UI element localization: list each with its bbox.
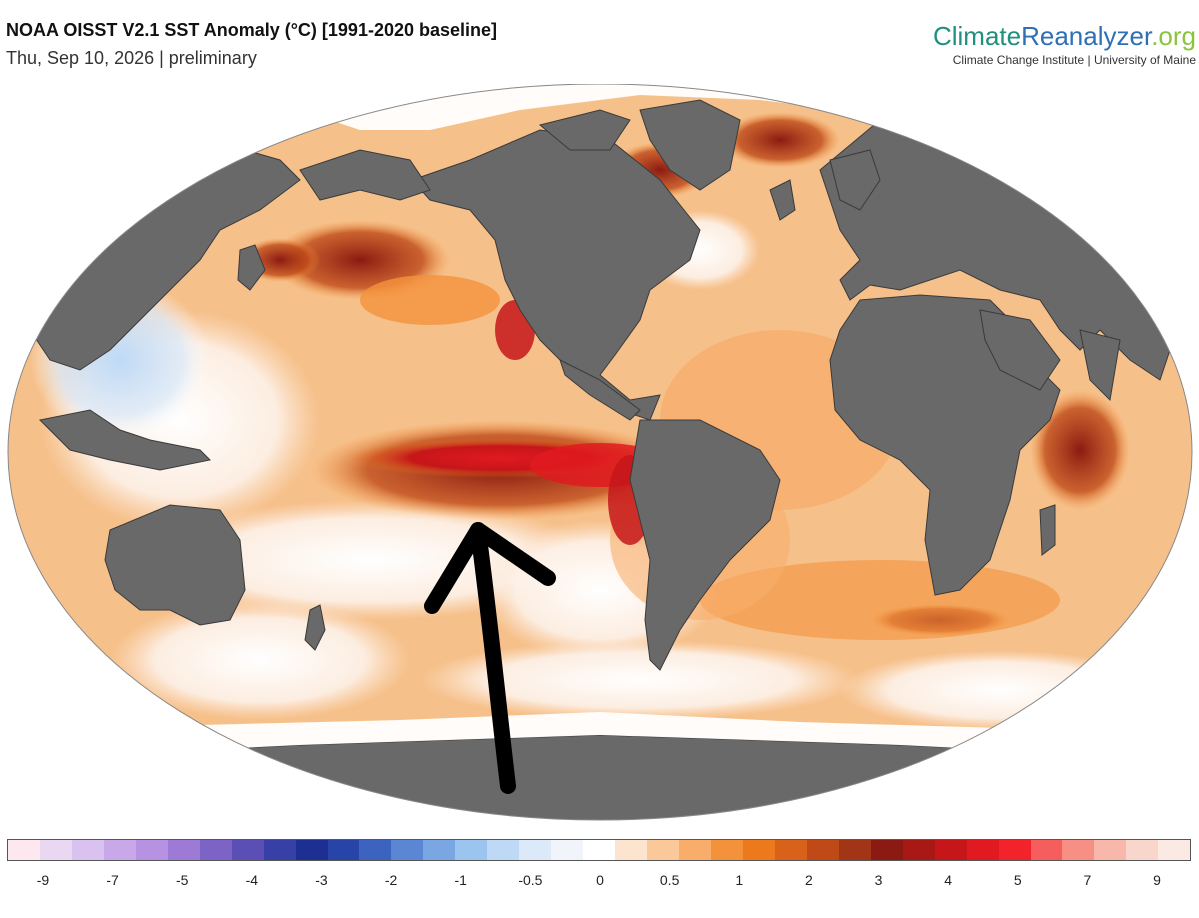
colorbar-swatch — [742, 840, 775, 860]
colorbar-swatch — [327, 840, 360, 860]
colorbar-swatch — [199, 840, 232, 860]
land-greenland — [639, 99, 741, 191]
land-india — [1079, 329, 1121, 402]
colorbar-tick-label: 4 — [944, 872, 953, 888]
colorbar-swatch — [423, 840, 456, 860]
colorbar-tick-label: -5 — [176, 872, 189, 888]
colorbar-swatch — [806, 840, 839, 860]
colorbar-tick-label: 0.5 — [659, 872, 680, 888]
colorbar-swatch — [455, 840, 488, 860]
colorbar-swatch — [103, 840, 136, 860]
colorbar-ticks: -9 -7 -5 -4 -3 -2 -1 -0.5 0 0.5 1 2 3 4 5 7 9 — [0, 872, 1199, 892]
sst-anomaly-map — [7, 84, 1193, 821]
land-south-america — [629, 419, 781, 671]
colorbar-tick-label: -1 — [454, 872, 467, 888]
colorbar-swatch — [487, 840, 520, 860]
colorbar-swatch — [774, 840, 807, 860]
colorbar-swatch — [1030, 840, 1063, 860]
land-new-zealand — [304, 604, 326, 651]
colorbar-swatch — [647, 840, 680, 860]
land-japan — [237, 244, 266, 291]
colorbar-tick-label: 9 — [1153, 872, 1161, 888]
land-arabia — [979, 309, 1061, 391]
colorbar-tick-label: -7 — [106, 872, 119, 888]
colorbar-swatch — [1094, 840, 1127, 860]
colorbar-tick-label: -2 — [384, 872, 398, 888]
colorbar-swatch — [679, 840, 711, 860]
brand-name-part3: .org — [1151, 21, 1196, 51]
land-scandinavia — [829, 149, 881, 211]
colorbar-swatch — [519, 840, 552, 860]
colorbar-swatch — [902, 840, 935, 860]
land-madagascar — [1039, 504, 1056, 556]
map-border — [7, 84, 1193, 821]
brand-logo[interactable]: ClimateReanalyzer.org Climate Change Ins… — [933, 22, 1196, 67]
colorbar-swatch — [870, 840, 903, 860]
land-indonesia — [38, 409, 212, 471]
land-north-america — [411, 129, 701, 421]
colorbar-swatch — [998, 840, 1031, 860]
colorbar-swatch — [710, 840, 743, 860]
colorbar-tick-label: -9 — [36, 872, 50, 888]
colorbar-swatch — [231, 840, 264, 860]
brand-subtitle: Climate Change Institute | University of… — [952, 53, 1196, 67]
colorbar-swatch — [359, 840, 392, 860]
land-antarctica — [8, 734, 1192, 820]
colorbar-swatch — [1062, 840, 1095, 860]
colorbar-swatch — [391, 840, 424, 860]
brand-name-part1: Climate — [932, 21, 1022, 51]
colorbar-swatch — [551, 840, 584, 860]
land-central-america — [559, 359, 641, 421]
colorbar-swatch — [167, 840, 200, 860]
land-alaska — [299, 149, 431, 201]
map-subtitle: Thu, Sep 10, 2026 | preliminary — [6, 48, 257, 68]
colorbar-tick-label: 5 — [1013, 872, 1022, 888]
colorbar-swatch — [295, 840, 328, 860]
colorbar-swatch — [1158, 840, 1191, 860]
colorbar-swatch — [615, 840, 648, 860]
colorbar-tick-label: -0.5 — [518, 872, 543, 888]
colorbar-tick-label: -3 — [315, 872, 328, 888]
colorbar-swatch — [838, 840, 871, 860]
colorbar-tick-label: 0 — [596, 872, 604, 888]
arrow-annotation — [424, 522, 556, 794]
colorbar-swatch — [263, 840, 296, 860]
colorbar-swatch — [135, 840, 168, 860]
brand-name-part2: Reanalyzer — [1021, 21, 1152, 51]
map-title: NOAA OISST V2.1 SST Anomaly (°C) [1991-2… — [6, 20, 498, 40]
colorbar-swatch — [583, 840, 616, 860]
colorbar-swatch — [1126, 840, 1159, 860]
sea-ice-edge — [8, 712, 1192, 760]
colorbar-swatch — [39, 840, 72, 860]
brand-name: ClimateReanalyzer.org — [933, 22, 1196, 50]
land-australia — [104, 504, 246, 626]
colorbar — [7, 839, 1191, 861]
colorbar-swatch — [8, 840, 40, 860]
colorbar-tick-label: 7 — [1083, 872, 1092, 888]
colorbar-tick-label: 1 — [735, 872, 744, 888]
land-uk — [769, 179, 796, 221]
colorbar-tick-label: -4 — [245, 872, 259, 888]
colorbar-swatch — [966, 840, 999, 860]
colorbar-tick-label: 2 — [804, 872, 813, 888]
colorbar-tick-label: 3 — [874, 872, 883, 888]
colorbar-swatch — [934, 840, 967, 860]
colorbar-swatch — [71, 840, 104, 860]
land-canada-islands — [538, 109, 631, 151]
